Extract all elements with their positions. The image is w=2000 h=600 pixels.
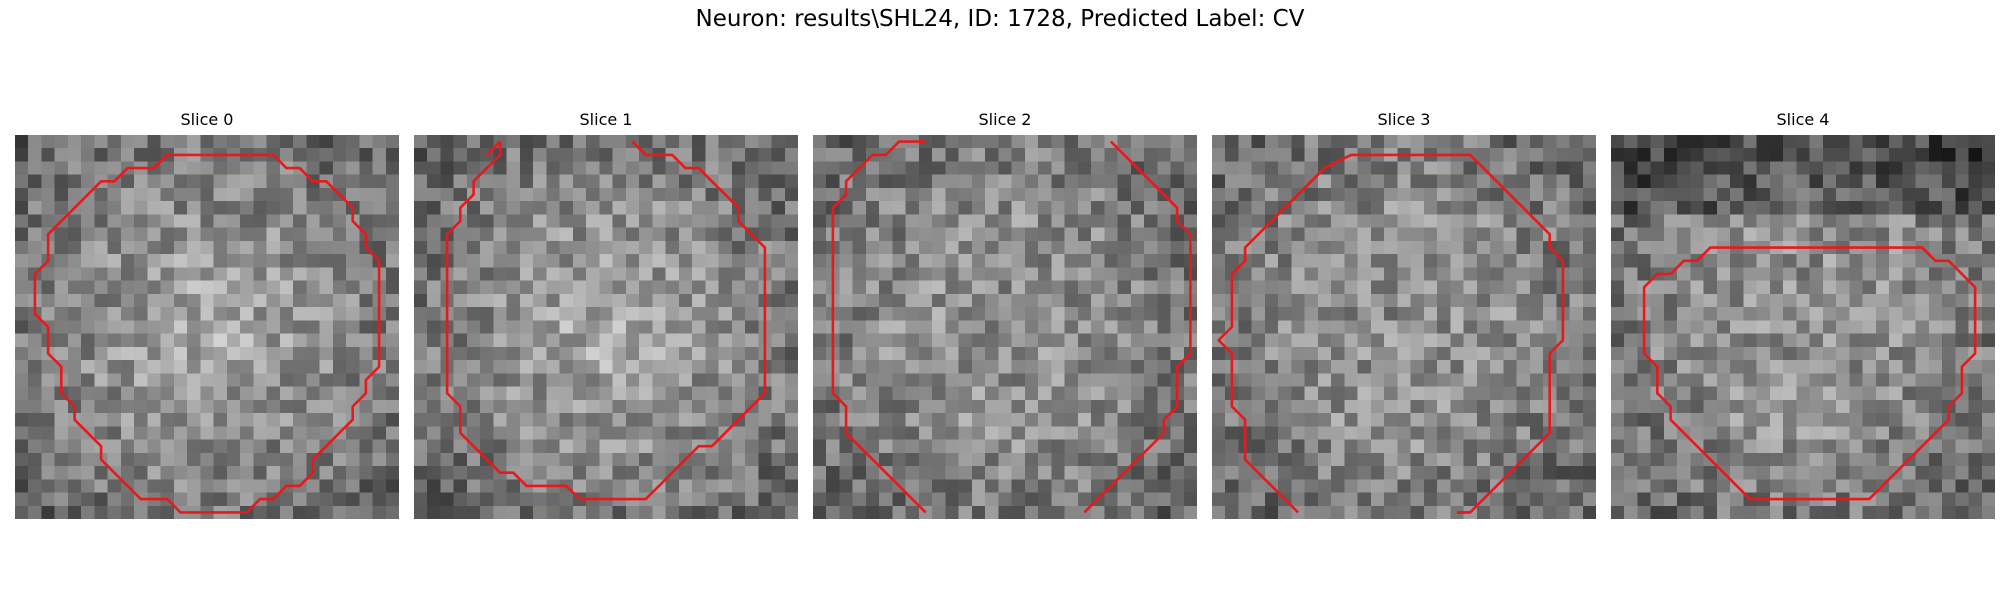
slice-panel-4: Slice 4 — [1611, 108, 1995, 519]
segmentation-contour — [33, 153, 381, 514]
microscopy-patch — [1212, 135, 1596, 519]
microscopy-patch — [15, 135, 399, 519]
slice-panel-2: Slice 2 — [813, 108, 1197, 519]
microscopy-patch — [414, 135, 798, 519]
segmentation-contour — [485, 140, 502, 156]
segmentation-contour — [1083, 140, 1192, 514]
slice-image — [813, 135, 1197, 519]
slice-image — [1611, 135, 1995, 519]
slice-panel-3: Slice 3 — [1212, 108, 1596, 519]
slice-image — [1212, 135, 1596, 519]
segmentation-contour — [831, 140, 927, 514]
slice-title: Slice 3 — [1377, 110, 1431, 129]
segmentation-contour — [1217, 153, 1565, 514]
slice-title: Slice 4 — [1776, 110, 1830, 129]
segmentation-contour — [445, 140, 767, 501]
slice-title: Slice 1 — [579, 110, 633, 129]
figure-title: Neuron: results\SHL24, ID: 1728, Predict… — [695, 6, 1305, 32]
microscopy-patch — [1611, 135, 1995, 519]
slice-image — [414, 135, 798, 519]
slice-panel-1: Slice 1 — [414, 108, 798, 519]
slice-panel-0: Slice 0 — [15, 108, 399, 519]
slice-image — [15, 135, 399, 519]
segmentation-contour — [1642, 246, 1977, 501]
slice-title: Slice 0 — [180, 110, 234, 129]
slice-title: Slice 2 — [978, 110, 1032, 129]
microscopy-patch — [813, 135, 1197, 519]
